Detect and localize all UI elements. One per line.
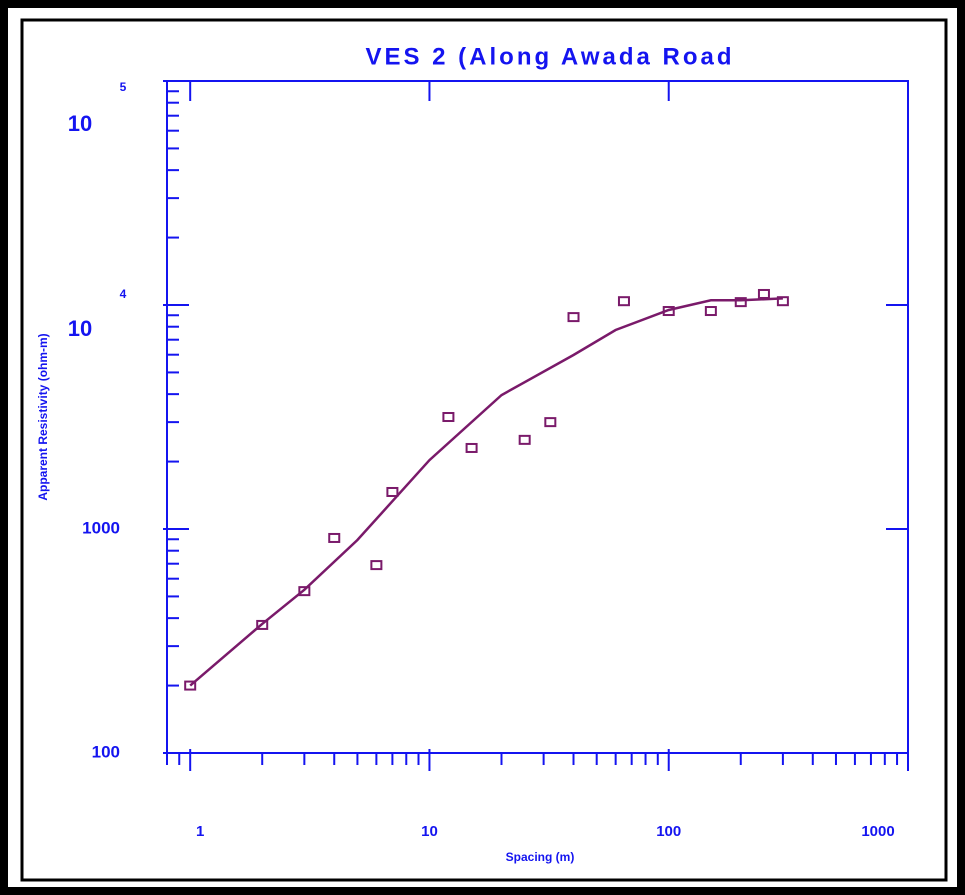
- x-tick-label: 100: [656, 823, 681, 840]
- data-point: [328, 532, 341, 543]
- inner-frame: [20, 18, 948, 882]
- y-tick-exponent: 4: [120, 287, 127, 301]
- x-tick-label: 1000: [861, 823, 894, 840]
- x-axis-label: Spacing (m): [506, 850, 575, 864]
- y-tick-label: 10: [68, 111, 92, 136]
- data-point: [567, 312, 580, 323]
- data-point: [256, 619, 269, 630]
- data-point: [704, 306, 717, 317]
- x-tick-label: 10: [421, 823, 438, 840]
- y-tick-exponent: 5: [120, 80, 127, 94]
- data-point: [298, 586, 311, 597]
- data-point: [386, 486, 399, 497]
- data-point: [617, 296, 630, 307]
- data-point: [734, 297, 747, 308]
- data-point: [776, 296, 789, 307]
- chart-title: VES 2 (Along Awada Road: [365, 43, 734, 70]
- y-axis-label: Apparent Resistivity (ohm-m): [36, 333, 50, 500]
- data-point: [442, 412, 455, 423]
- data-point: [370, 560, 383, 571]
- data-point: [757, 288, 770, 299]
- data-point: [184, 680, 197, 691]
- data-point: [465, 442, 478, 453]
- x-tick-label: 1: [196, 823, 204, 840]
- data-point: [544, 417, 557, 428]
- y-tick-label: 100: [92, 742, 120, 761]
- plot-frame: [166, 80, 909, 754]
- y-tick-label: 1000: [82, 518, 120, 537]
- fit-line: [189, 297, 783, 687]
- data-point: [518, 434, 531, 445]
- y-tick-label: 10: [68, 316, 92, 341]
